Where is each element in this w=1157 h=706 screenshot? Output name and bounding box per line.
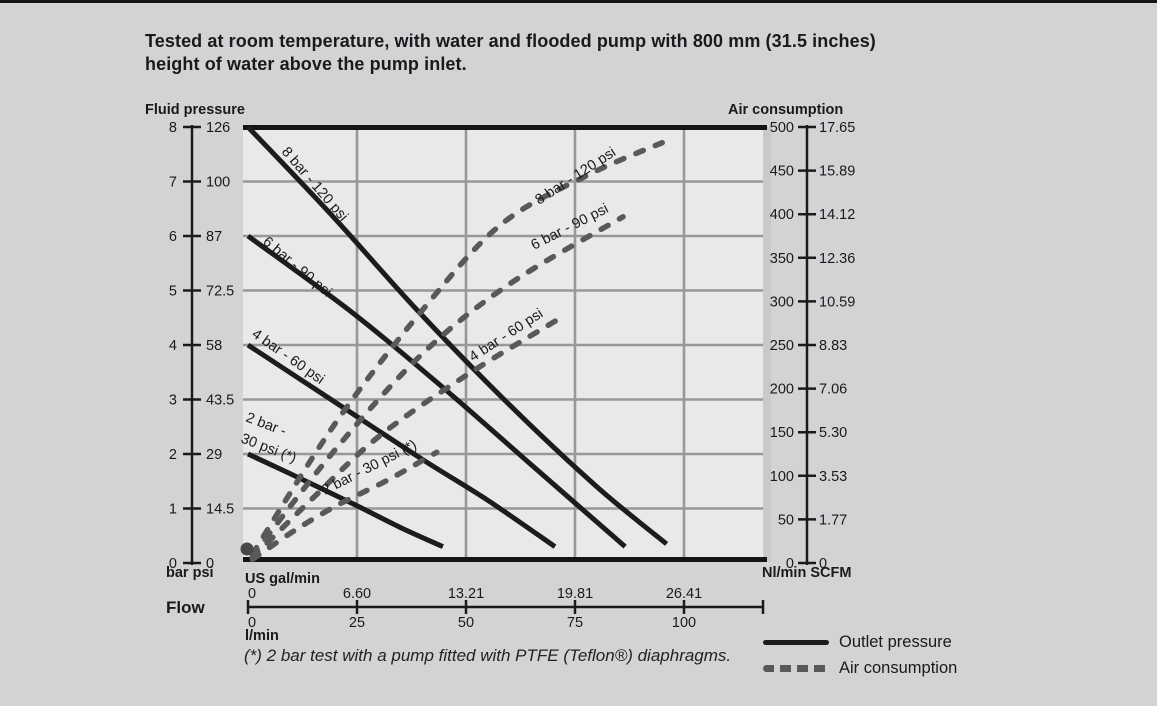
usgal-tick-label-0: 0 (248, 586, 256, 602)
scfm-tick-label-5.30: 5.30 (819, 425, 847, 441)
fluid-pressure-axis-title: Fluid pressure (145, 102, 245, 118)
psi-tick-label-14.5: 14.5 (206, 502, 234, 518)
scfm-tick-label-10.59: 10.59 (819, 294, 855, 310)
bar-tick-label-3: 3 (169, 393, 177, 409)
legend-label-outlet-pressure: Outlet pressure (839, 633, 952, 651)
nlmin-tick-label-450: 450 (770, 164, 794, 180)
scfm-tick-label-3.53: 3.53 (819, 469, 847, 485)
curves (246, 125, 669, 563)
scfm-tick-label-7.06: 7.06 (819, 382, 847, 398)
psi-tick-label-58: 58 (206, 338, 222, 354)
footnote: (*) 2 bar test with a pump fitted with P… (244, 646, 731, 666)
lmin-tick-label-0: 0 (248, 615, 256, 631)
bar-tick-label-6: 6 (169, 229, 177, 245)
nlmin-tick-label-50: 50 (778, 512, 794, 528)
nlmin-tick-label-0: 0 (786, 556, 794, 572)
plot-area (243, 125, 765, 562)
footnote-text: (*) 2 bar test with a pump fitted with P… (244, 646, 732, 665)
air-consumption-curve-8-bar-120-psi (249, 139, 665, 558)
outlet-pressure-curve-8-bar-120-psi (246, 125, 669, 546)
chart-title: Tested at room temperature, with water a… (145, 30, 1045, 76)
lmin-tick-label-50: 50 (458, 615, 474, 631)
nlmin-tick-label-350: 350 (770, 251, 794, 267)
dashed-line-sample-icon (763, 665, 829, 672)
scfm-tick-label-12.36: 12.36 (819, 251, 855, 267)
air-consumption-unit-label: Nl/min SCFM (762, 565, 851, 581)
lmin-tick-label-75: 75 (567, 615, 583, 631)
outlet-pressure-curve-4-bar-60-psi (246, 342, 557, 549)
outlet-pressure-curve-2-bar-30-psi (246, 451, 444, 549)
usgal-tick-label-13.21: 13.21 (448, 586, 484, 602)
psi-tick-label-126: 126 (206, 120, 230, 136)
psi-tick-label-29: 29 (206, 447, 222, 463)
air-consumption-axis-title: Air consumption (728, 102, 843, 118)
top-border-strip (0, 0, 1157, 3)
nlmin-tick-label-500: 500 (770, 120, 794, 136)
lmin-tick-label-100: 100 (672, 615, 696, 631)
nlmin-tick-label-200: 200 (770, 382, 794, 398)
bar-tick-label-1: 1 (169, 502, 177, 518)
psi-tick-label-87: 87 (206, 229, 222, 245)
scfm-tick-label-0: 0 (819, 556, 827, 572)
plot-edge-shade (763, 127, 771, 562)
nlmin-tick-label-300: 300 (770, 294, 794, 310)
flow-top-unit-label: US gal/min (245, 571, 320, 587)
bar-tick-label-5: 5 (169, 284, 177, 300)
scfm-tick-label-1.77: 1.77 (819, 512, 847, 528)
bar-tick-label-7: 7 (169, 175, 177, 191)
psi-tick-label-0: 0 (206, 556, 214, 572)
bar-tick-label-8: 8 (169, 120, 177, 136)
fluid-pressure-unit-label: bar psi (166, 565, 214, 581)
psi-tick-label-72.5: 72.5 (206, 284, 234, 300)
bar-tick-label-4: 4 (169, 338, 177, 354)
solid-line-sample-icon (763, 640, 829, 645)
legend: Outlet pressure Air consumption (763, 631, 957, 680)
nlmin-tick-label-100: 100 (770, 469, 794, 485)
psi-tick-label-100: 100 (206, 175, 230, 191)
nlmin-tick-label-150: 150 (770, 425, 794, 441)
usgal-tick-label-19.81: 19.81 (557, 586, 593, 602)
chart-title-line2: height of water above the pump inlet. (145, 54, 467, 74)
origin-convergence-blob (240, 542, 254, 556)
legend-row-outlet-pressure: Outlet pressure (763, 631, 957, 654)
air-consumption-curve-2-bar-30-psi (249, 449, 440, 563)
air-consumption-curve-6-bar-90-psi (249, 214, 626, 559)
scfm-tick-label-14.12: 14.12 (819, 207, 855, 223)
air-consumption-curve-4-bar-60-psi (249, 316, 561, 561)
flow-bottom-unit-label: l/min (245, 628, 279, 644)
nlmin-tick-label-400: 400 (770, 207, 794, 223)
flow-axis-title: Flow (166, 598, 205, 617)
lmin-tick-label-25: 25 (349, 615, 365, 631)
bar-tick-label-0: 0 (169, 556, 177, 572)
scfm-tick-label-15.89: 15.89 (819, 164, 855, 180)
usgal-tick-label-6.60: 6.60 (343, 586, 371, 602)
scfm-tick-label-8.83: 8.83 (819, 338, 847, 354)
chart-title-line1: Tested at room temperature, with water a… (145, 31, 876, 51)
nlmin-tick-label-250: 250 (770, 338, 794, 354)
usgal-tick-label-26.41: 26.41 (666, 586, 702, 602)
scfm-tick-label-17.65: 17.65 (819, 120, 855, 136)
legend-row-air-consumption: Air consumption (763, 657, 957, 680)
psi-tick-label-43.5: 43.5 (206, 393, 234, 409)
bar-tick-label-2: 2 (169, 447, 177, 463)
legend-label-air-consumption: Air consumption (839, 659, 958, 677)
